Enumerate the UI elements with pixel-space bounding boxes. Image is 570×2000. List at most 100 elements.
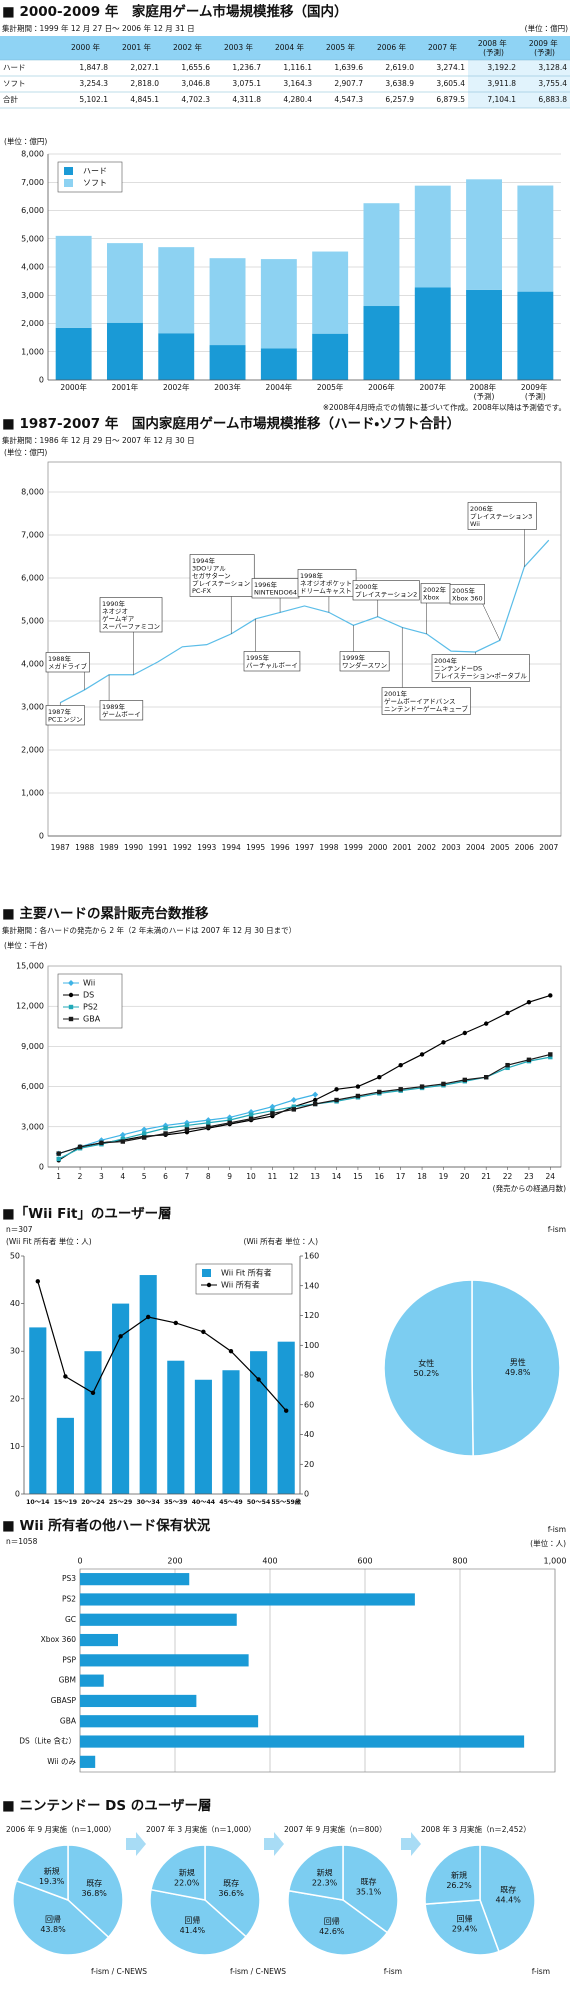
y-tick-label: 5,000 xyxy=(21,617,44,626)
y-tick-label: 0 xyxy=(15,1490,20,1499)
text-line: NINTENDO64 xyxy=(254,589,297,597)
text-line: プレイステーション・ポータブル xyxy=(434,671,527,680)
bar xyxy=(209,258,246,346)
data-point xyxy=(118,1334,123,1339)
annotation-box xyxy=(45,652,90,673)
data-point xyxy=(270,1108,275,1113)
y-tick-label: PS2 xyxy=(62,1594,76,1603)
y-tick-label: GBASP xyxy=(51,1696,77,1705)
text-line: セガサターン xyxy=(192,571,233,580)
text-line: (予測) xyxy=(483,47,504,57)
table-cell: 3,638.9 xyxy=(385,79,414,88)
legend-marker xyxy=(68,992,74,998)
data-point xyxy=(398,1087,403,1092)
data-point xyxy=(146,1314,151,1320)
pie-slice xyxy=(287,1889,389,1956)
x-tick-label: 15～19 xyxy=(54,1499,77,1506)
y-tick-label: 0 xyxy=(39,832,44,841)
data-point xyxy=(462,1030,468,1036)
annotation: 1999年 ワンダースワン xyxy=(342,653,387,670)
slice-label: 新規 xyxy=(179,1867,195,1877)
data-point xyxy=(201,1329,206,1335)
data-point xyxy=(56,1156,61,1162)
text-line: Xbox xyxy=(423,594,439,602)
x-tick-label: 30～34 xyxy=(136,1499,160,1506)
text-line: 2004年 xyxy=(434,656,459,665)
table-cell: 4,547.3 xyxy=(334,95,363,104)
y-tick-label: 0 xyxy=(304,1490,309,1499)
x-tick-label: 1992 xyxy=(173,843,192,852)
legend-label: Wii 所有者 xyxy=(221,1280,260,1290)
data-point xyxy=(284,1408,289,1413)
text-line: バーチャルボーイ xyxy=(246,662,298,670)
y-tick-label: GC xyxy=(65,1615,76,1624)
x-tick-label: 20～24 xyxy=(81,1499,105,1506)
y-tick-label: DS（Lite 含む） xyxy=(19,1737,76,1746)
text-line: 1995年 xyxy=(246,653,271,662)
y-tick-label: 140 xyxy=(304,1281,319,1290)
data-point xyxy=(312,1097,318,1103)
annotation-box xyxy=(189,554,255,597)
legend-label: ハード xyxy=(83,167,107,176)
x-tick-label: 55～59歳 xyxy=(271,1498,301,1506)
y-tick-label: 9,000 xyxy=(21,1042,44,1051)
bar xyxy=(517,185,554,292)
y-tick-label: 20 xyxy=(10,1394,20,1403)
note: ※2008年4月時点での情報に基づいて作成。2008年以降は予測値です。 xyxy=(323,402,566,412)
slice-value: 19.3% xyxy=(39,1877,65,1886)
annotation: 2004年 ニンテンドーDS プレイステーション・ポータブル xyxy=(434,656,527,680)
data-point xyxy=(228,1349,234,1354)
table-cell: 4,280.4 xyxy=(283,95,312,104)
y-tick-label: 8,000 xyxy=(21,150,44,159)
table-cell: 3,128.4 xyxy=(538,63,567,72)
pie-slice xyxy=(383,1279,474,1457)
text-line: ネオジオポケット xyxy=(300,580,354,588)
slice-value: 22.3% xyxy=(312,1879,338,1888)
table-cell: 3,075.1 xyxy=(232,79,261,88)
annotation: 2006年 プレイステーション3 Wii xyxy=(470,504,534,528)
y-tick-label: 2,000 xyxy=(21,746,44,755)
data-point xyxy=(141,1135,147,1140)
y-tick-label: 20 xyxy=(304,1460,314,1469)
y-tick-label: 1,000 xyxy=(21,789,44,798)
bar xyxy=(158,247,195,334)
bar xyxy=(466,289,503,380)
bar xyxy=(106,243,143,323)
data-point xyxy=(269,1103,276,1110)
data-point xyxy=(90,1390,96,1396)
data-point xyxy=(334,1087,339,1092)
slice-value: 36.6% xyxy=(218,1889,244,1898)
x-tick-label: 2006年 xyxy=(368,382,395,392)
heading: ■ ニンテンドー DS のユーザー層 xyxy=(2,1798,212,1814)
table-cell: 7,104.1 xyxy=(487,95,516,104)
data-point xyxy=(77,1144,83,1150)
annotation: 1987年 PCエンジン xyxy=(48,707,82,724)
column-header: 2006 年 xyxy=(377,42,406,52)
slice-value: 29.4% xyxy=(452,1925,478,1934)
x-tick-label: 8 xyxy=(206,1172,211,1181)
slice-label: 回帰 xyxy=(324,1916,340,1926)
bar xyxy=(414,287,451,380)
y-tick-label: PS3 xyxy=(62,1574,76,1583)
table-period: 集計期間：1999 年 12 月 27 日～ 2006 年 12 月 31 日 xyxy=(2,23,195,33)
legend-marker xyxy=(68,1004,74,1010)
x-tick-label: 1998 xyxy=(319,843,338,852)
source: f-ism xyxy=(384,1967,402,1976)
data-point xyxy=(99,1140,104,1146)
period: 集計期間：1986 年 12 月 29 日～ 2007 年 12 月 30 日 xyxy=(2,435,195,445)
data-point xyxy=(548,993,553,998)
x-tick-label: 10 xyxy=(246,1172,256,1181)
text-line: 2008 年 xyxy=(478,38,509,48)
table-cell: 4,311.8 xyxy=(232,95,261,104)
legend-label: GBA xyxy=(83,1015,101,1024)
x-tick-label: 1,000 xyxy=(544,1557,567,1566)
pie-slice xyxy=(204,1844,261,1938)
data-point xyxy=(290,1097,297,1103)
text-line: プレイステーション3 xyxy=(470,513,534,521)
data-point xyxy=(206,1124,211,1129)
leader-line xyxy=(482,603,501,641)
table-cell: 1,655.6 xyxy=(181,63,210,72)
y-tick-label: Xbox 360 xyxy=(41,1635,77,1644)
text-line: 2006年 xyxy=(470,504,495,513)
table-cell: 2,619.0 xyxy=(385,63,414,72)
